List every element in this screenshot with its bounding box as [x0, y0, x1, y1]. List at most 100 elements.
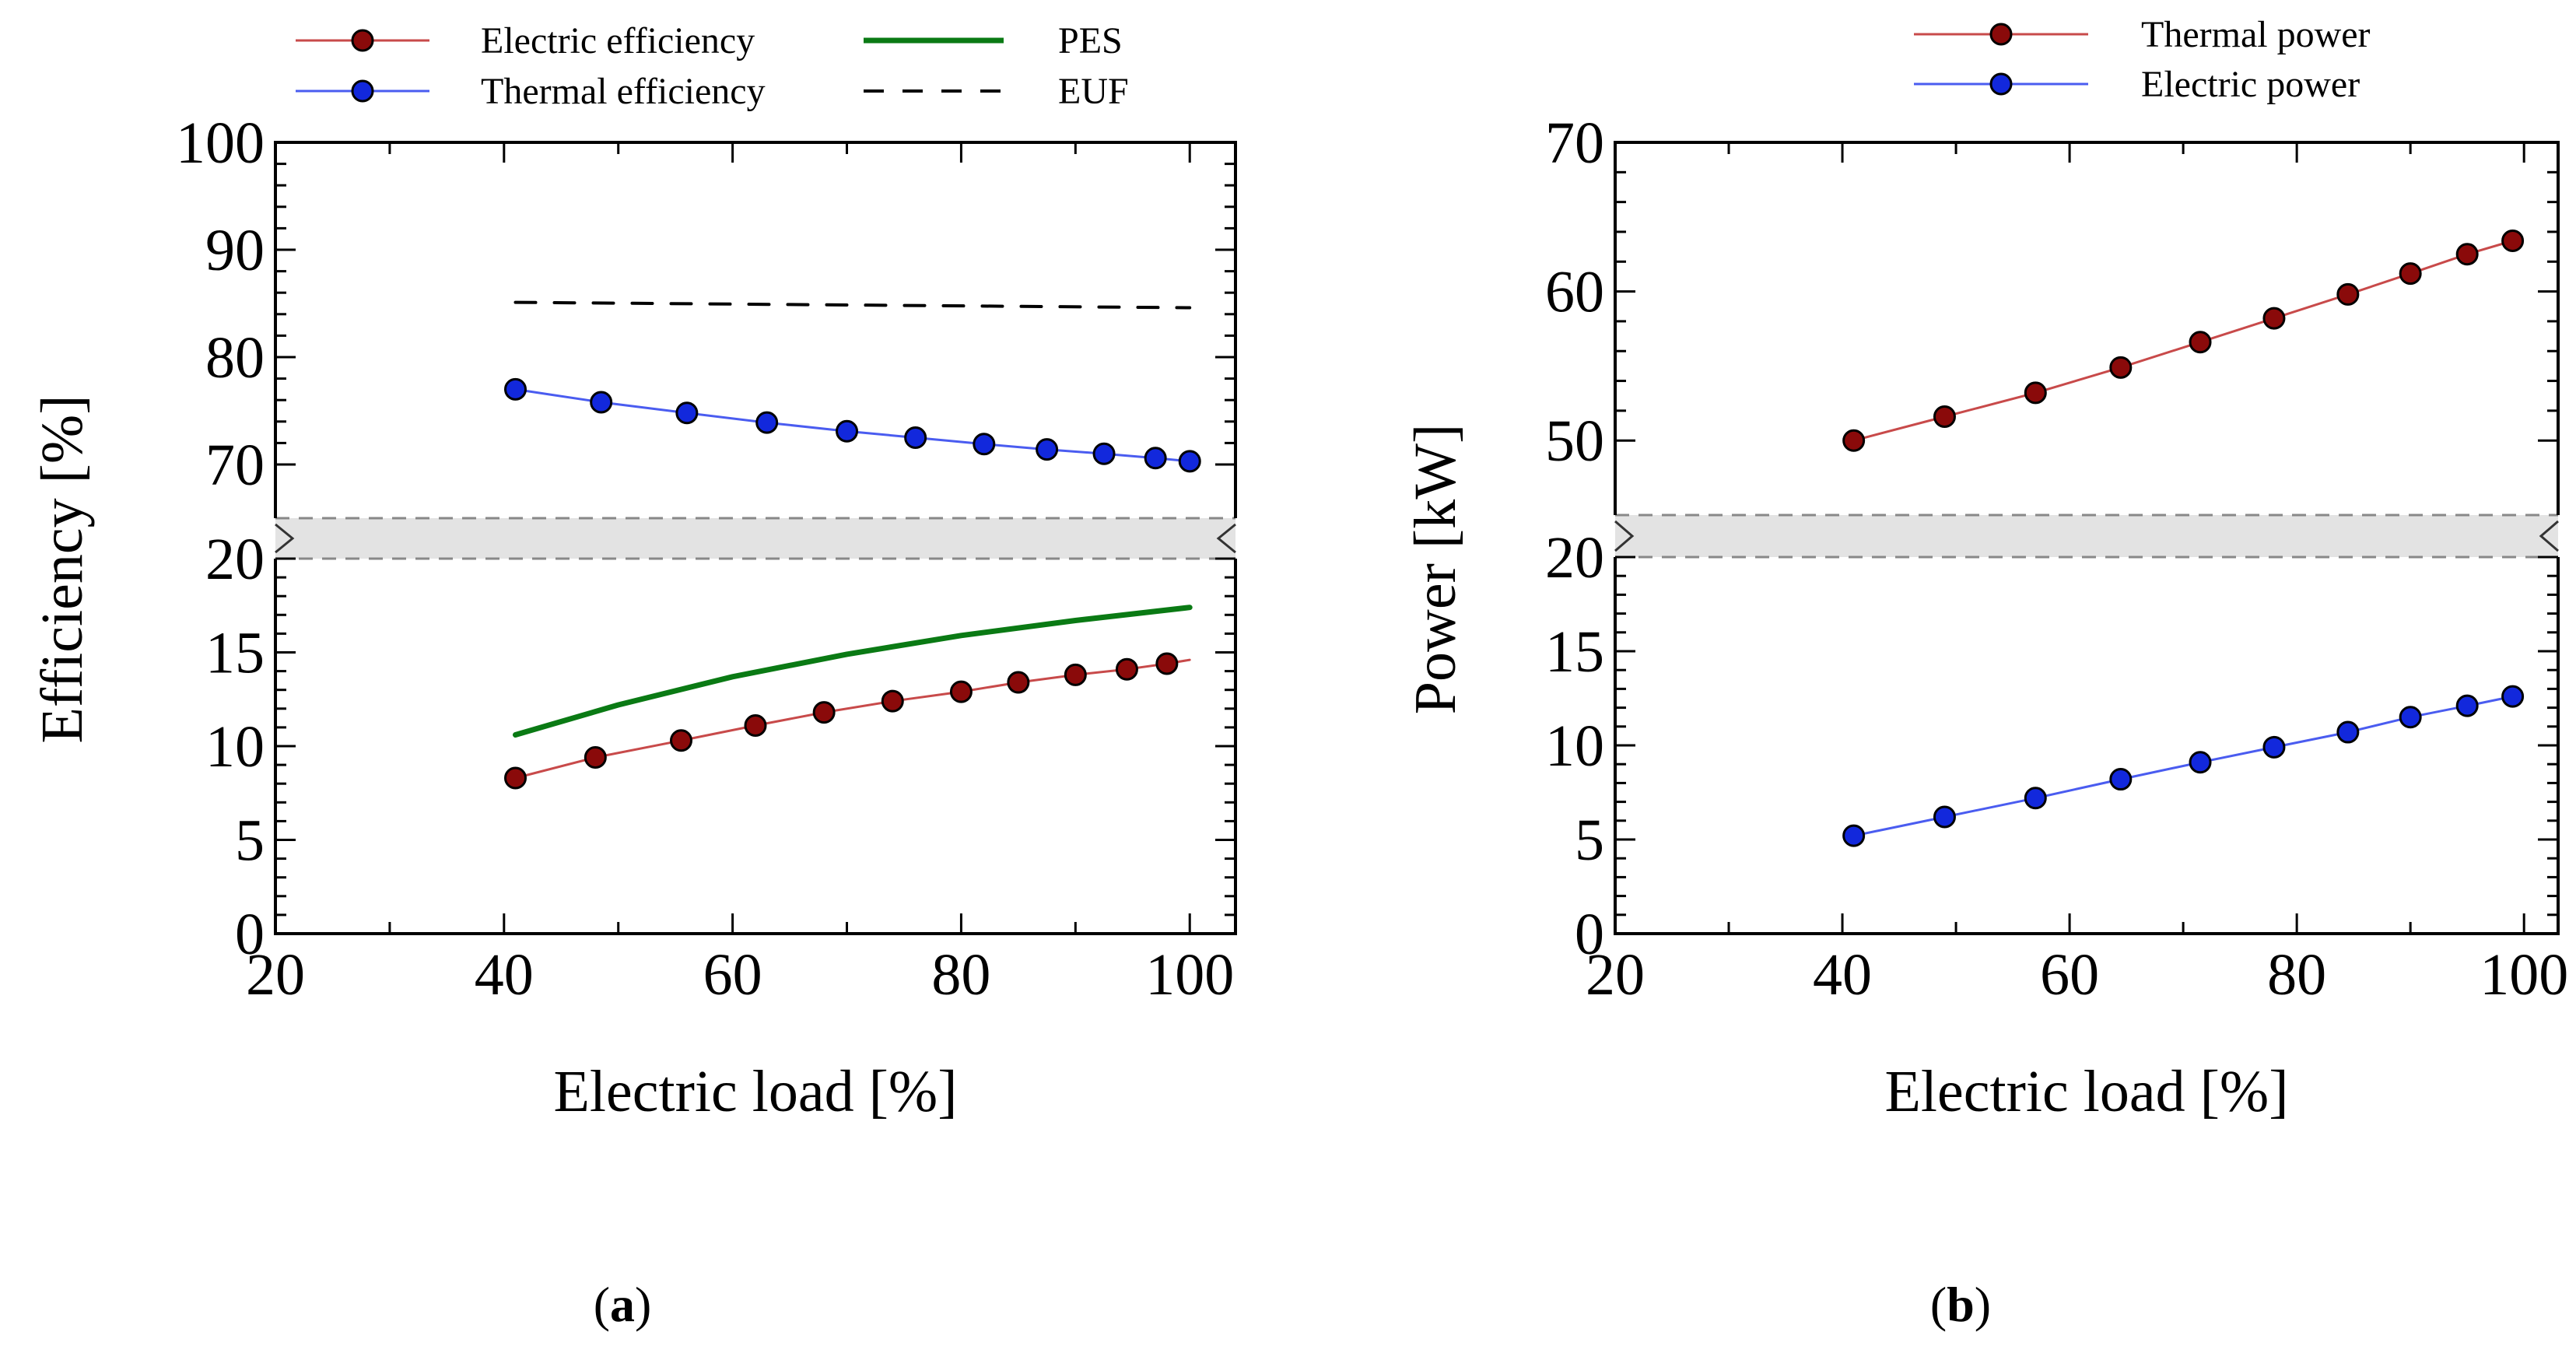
data-point-thermal-efficiency — [1144, 447, 1167, 470]
y-tick-label: 80 — [205, 325, 265, 391]
x-tick-label: 60 — [703, 942, 762, 1008]
y-tick-label: 100 — [176, 110, 265, 176]
legend-label: PES — [1058, 20, 1123, 61]
axes-frame-lower — [1614, 557, 2560, 935]
series-line-thermal-power — [1852, 240, 2515, 442]
data-point-thermal-efficiency — [1178, 450, 1201, 473]
legend-marker-thermal-efficiency — [351, 79, 374, 103]
y-tick-label: 70 — [205, 433, 265, 498]
axis-break-mark-left — [275, 523, 295, 554]
legend-label: EUF — [1058, 71, 1129, 112]
y-tick-label: 5 — [235, 808, 265, 874]
data-point-electric-efficiency — [1115, 657, 1138, 681]
legend-marker-electric-power — [1989, 72, 2013, 96]
panel-label-letter: a — [610, 1277, 635, 1332]
data-point-thermal-efficiency — [504, 377, 527, 401]
axis-break-band — [275, 518, 1235, 559]
data-point-thermal-power — [1933, 405, 1956, 429]
data-point-thermal-power — [2336, 282, 2360, 306]
data-point-thermal-efficiency — [675, 401, 699, 425]
panel-label-open: ( — [594, 1277, 610, 1332]
x-tick-label: 60 — [2040, 942, 2099, 1008]
legend-marker-electric-efficiency — [351, 29, 374, 52]
series-line-euf — [513, 300, 1192, 310]
data-point-thermal-power — [2262, 307, 2286, 330]
legend-marker-thermal-power — [1989, 23, 2013, 46]
y-tick-label: 10 — [1545, 713, 1604, 779]
axis-break-mark-right — [2539, 520, 2559, 552]
y-tick-label: 15 — [1545, 619, 1604, 685]
panel-label-letter: b — [1947, 1277, 1975, 1332]
data-point-electric-power — [2455, 694, 2479, 717]
legend-label: Electric efficiency — [481, 20, 755, 61]
data-point-electric-power — [2024, 787, 2047, 810]
data-point-electric-efficiency — [1007, 671, 1030, 694]
x-axis-title: Electric load [%] — [1884, 1059, 2288, 1124]
panel-b: 20 40 60 80 100 0 5 10 15 20 50 60 70 Thermal power El… — [1403, 14, 2568, 1332]
data-point-electric-power — [1933, 805, 1956, 829]
data-point-thermal-power — [2501, 229, 2525, 252]
x-tick-label: 80 — [2267, 942, 2326, 1008]
data-point-electric-efficiency — [584, 745, 607, 769]
legend-label: Thermal power — [2141, 14, 2371, 55]
x-tick-label: 40 — [475, 942, 534, 1008]
series-line-electric-efficiency — [514, 658, 1191, 780]
y-tick-label: 10 — [205, 714, 265, 780]
data-point-electric-efficiency — [670, 729, 693, 752]
series-line-pes — [513, 605, 1193, 738]
y-axis-title: Efficiency [%] — [30, 394, 95, 743]
data-point-electric-power — [2262, 735, 2286, 759]
data-point-thermal-efficiency — [1092, 442, 1116, 465]
data-point-electric-power — [1842, 824, 1866, 847]
data-point-thermal-power — [2399, 262, 2422, 286]
data-point-thermal-power — [2024, 381, 2047, 405]
x-tick-label: 100 — [2480, 942, 2568, 1008]
data-point-thermal-efficiency — [836, 419, 859, 443]
data-point-thermal-efficiency — [904, 426, 927, 449]
panel-a: 20 40 60 80 100 0 5 10 15 20 70 80 90 100 Electric eff… — [30, 20, 1237, 1332]
data-point-thermal-efficiency — [1036, 438, 1059, 461]
x-axis-title: Electric load [%] — [553, 1059, 957, 1124]
y-tick-label: 0 — [235, 902, 265, 967]
y-tick-label: 5 — [1575, 808, 1604, 873]
y-tick-label: 0 — [1575, 902, 1604, 967]
data-point-electric-efficiency — [504, 766, 527, 790]
axes-frame-upper — [274, 141, 1237, 518]
y-tick-label: 20 — [1545, 525, 1604, 591]
legend-label: Thermal efficiency — [481, 71, 766, 112]
x-tick-label: 100 — [1145, 942, 1234, 1008]
data-point-electric-efficiency — [881, 689, 904, 713]
y-tick-label: 70 — [1545, 110, 1604, 176]
data-point-thermal-power — [2189, 331, 2212, 354]
x-tick-label: 80 — [931, 942, 990, 1008]
y-tick-label: 20 — [205, 527, 265, 592]
axis-break-mark-right — [1216, 523, 1236, 554]
panel-label-close: ) — [1975, 1277, 1991, 1332]
y-tick-label: 90 — [205, 218, 265, 283]
x-tick-label: 40 — [1813, 942, 1872, 1008]
data-point-electric-power — [2336, 720, 2360, 744]
y-tick-label: 15 — [205, 621, 265, 686]
data-point-electric-power — [2109, 768, 2133, 791]
data-point-thermal-efficiency — [973, 433, 996, 456]
y-tick-label: 50 — [1545, 408, 1604, 474]
data-point-thermal-power — [1842, 429, 1866, 452]
axes-frame-lower — [274, 559, 1237, 935]
data-point-electric-power — [2501, 685, 2525, 708]
legend-label: Electric power — [2141, 64, 2360, 105]
axis-break-band — [1615, 515, 2558, 557]
y-tick-label: 60 — [1545, 260, 1604, 325]
x-tick-label: 20 — [246, 942, 305, 1008]
data-point-electric-power — [2399, 706, 2422, 729]
axes-frame-upper — [1614, 141, 2560, 515]
panel-label-open: ( — [1930, 1277, 1947, 1332]
data-point-thermal-power — [2455, 243, 2479, 266]
data-point-thermal-efficiency — [590, 391, 613, 414]
axis-break-mark-left — [1614, 520, 1635, 552]
x-tick-label: 20 — [1586, 942, 1645, 1008]
data-point-thermal-efficiency — [755, 411, 779, 434]
series-line-electric-power — [1852, 695, 2515, 837]
data-point-electric-efficiency — [949, 680, 973, 703]
data-point-electric-efficiency — [744, 713, 767, 737]
